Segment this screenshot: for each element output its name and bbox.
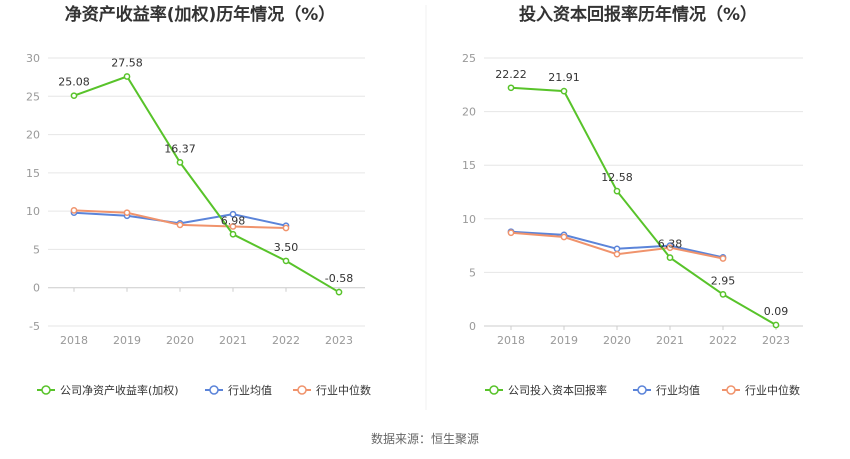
y-tick-label: 20 (462, 106, 476, 119)
data-label: 3.50 (274, 241, 299, 254)
data-label: -0.58 (325, 272, 353, 285)
source-label: 数据来源：恒生聚源 (371, 431, 479, 446)
data-label: 22.22 (495, 68, 527, 81)
data-point-company (772, 321, 780, 329)
legend-circle-icon (41, 385, 51, 395)
data-label: 0.09 (764, 305, 789, 318)
data-point-median (507, 229, 515, 237)
data-point-median (560, 233, 568, 241)
data-point-median (229, 223, 237, 230)
legend-circle-icon (637, 385, 647, 395)
data-label: 2.95 (711, 274, 736, 287)
data-point-company (229, 230, 237, 238)
data-point-company (282, 257, 290, 265)
legend-item-company[interactable]: 公司净资产收益率(加权) (37, 383, 179, 397)
data-point-company (666, 254, 674, 261)
y-tick-label: 25 (26, 90, 40, 103)
data-point-median (70, 207, 78, 214)
data-point-median (719, 255, 727, 262)
x-tick-label: 2018 (497, 334, 525, 347)
x-tick-label: 2021 (656, 334, 684, 347)
data-point-median (666, 244, 674, 252)
data-point-company (560, 87, 568, 95)
legend-label: 行业中位数 (745, 383, 800, 397)
series-line-company (73, 75, 340, 294)
y-tick-label: 0 (469, 320, 476, 333)
data-point-company (719, 291, 727, 298)
data-point-company (335, 288, 343, 296)
chart-title: 净资产收益率(加权)历年情况（%） (65, 4, 336, 25)
legend-label: 行业中位数 (316, 383, 371, 397)
x-tick-label: 2020 (603, 334, 631, 347)
x-tick-label: 2019 (113, 334, 141, 347)
y-tick-label: 10 (26, 205, 40, 218)
y-tick-label: 0 (33, 282, 40, 295)
y-tick-label: 30 (26, 52, 40, 65)
data-label: 16.37 (164, 142, 196, 155)
roe-chart: 净资产收益率(加权)历年情况（%） -5 0 5 10 15 20 25 30 2018 2019 2… (26, 4, 371, 397)
data-point-median (282, 224, 290, 232)
x-tick-label: 2023 (762, 334, 790, 347)
y-tick-label: 5 (33, 243, 40, 256)
legend-item-median[interactable]: 行业中位数 (722, 383, 800, 397)
data-label: 12.58 (601, 171, 633, 184)
chart-title: 投入资本回报率历年情况（%） (519, 4, 757, 25)
x-tick-label: 2019 (550, 334, 578, 347)
data-point-median (123, 209, 131, 217)
x-tick-label: 2018 (60, 334, 88, 347)
y-tick-label: 20 (26, 129, 40, 142)
y-tick-label: 15 (26, 167, 40, 180)
data-point-median (613, 250, 621, 258)
roic-chart: 投入资本回报率历年情况（%） 0 5 10 15 20 25 2018 2019 2020 2021… (462, 4, 803, 397)
data-point-company (613, 187, 621, 195)
x-tick-label: 2022 (272, 334, 300, 347)
legend-circle-icon (209, 385, 219, 395)
y-tick-label: 15 (462, 159, 476, 172)
data-point-company (70, 92, 78, 100)
data-point-median (176, 221, 184, 229)
data-point-avg (613, 245, 621, 253)
data-label: 6.38 (658, 238, 683, 251)
legend-item-company[interactable]: 公司投入资本回报率 (485, 383, 607, 397)
data-point-company (123, 73, 131, 80)
x-tick-label: 2022 (709, 334, 737, 347)
series-line-company (510, 86, 777, 326)
legend-item-avg[interactable]: 行业均值 (633, 384, 700, 397)
data-point-avg (229, 210, 237, 218)
legend-circle-icon (297, 385, 307, 395)
y-tick-label: 25 (462, 52, 476, 65)
y-tick-label: 5 (469, 266, 476, 279)
data-point-company (507, 84, 515, 92)
x-tick-label: 2021 (219, 334, 247, 347)
legend-label: 行业均值 (656, 384, 700, 397)
data-label: 6.98 (221, 214, 246, 227)
legend-circle-icon (726, 385, 736, 395)
legend-label: 公司投入资本回报率 (508, 383, 607, 397)
legend-label: 公司净资产收益率(加权) (60, 383, 179, 397)
y-tick-label: 10 (462, 213, 476, 226)
data-label: 21.91 (548, 71, 580, 84)
data-point-company (176, 159, 184, 166)
x-tick-label: 2020 (166, 334, 194, 347)
x-tick-label: 2023 (325, 334, 353, 347)
legend-label: 行业均值 (228, 384, 272, 397)
data-label: 27.58 (111, 57, 143, 70)
legend-circle-icon (489, 385, 499, 395)
data-label: 25.08 (58, 76, 90, 89)
legend-item-avg[interactable]: 行业均值 (205, 384, 272, 397)
y-tick-label: -5 (29, 320, 40, 333)
legend-item-median[interactable]: 行业中位数 (293, 383, 371, 397)
